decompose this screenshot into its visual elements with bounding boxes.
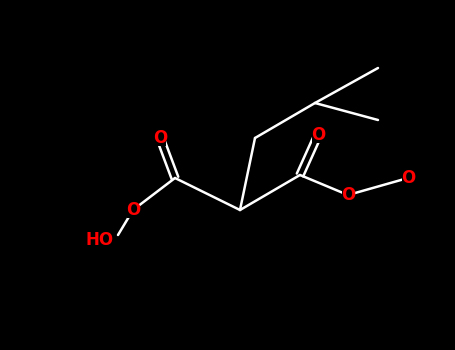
FancyBboxPatch shape: [402, 170, 414, 187]
FancyBboxPatch shape: [127, 202, 139, 218]
FancyBboxPatch shape: [312, 127, 324, 144]
Text: O: O: [311, 126, 325, 144]
Text: O: O: [153, 129, 167, 147]
Text: O: O: [401, 169, 415, 187]
Text: O: O: [126, 201, 140, 219]
FancyBboxPatch shape: [342, 187, 354, 203]
FancyBboxPatch shape: [154, 130, 166, 146]
Text: O: O: [341, 186, 355, 204]
Text: HO: HO: [86, 231, 114, 249]
FancyBboxPatch shape: [91, 232, 110, 248]
